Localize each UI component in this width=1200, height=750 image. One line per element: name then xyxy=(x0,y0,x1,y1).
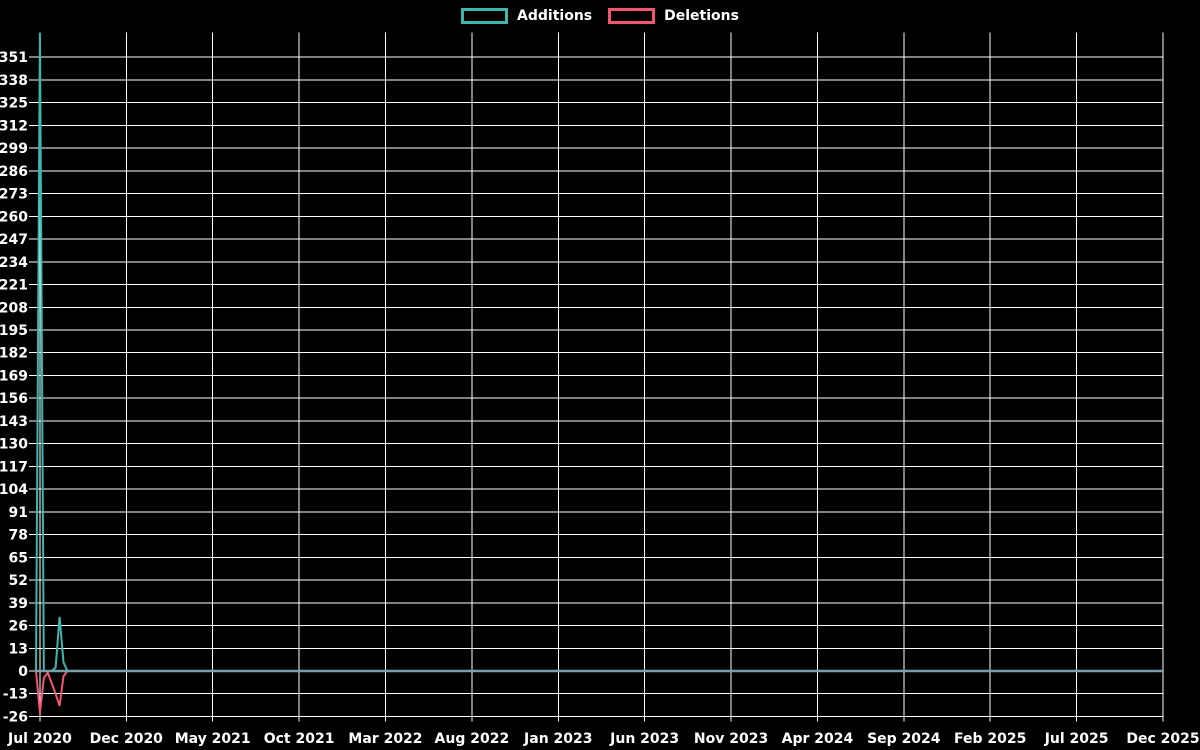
svg-text:Jul 2020: Jul 2020 xyxy=(7,731,72,747)
svg-text:Feb 2025: Feb 2025 xyxy=(954,731,1026,747)
svg-text:299: 299 xyxy=(0,141,28,157)
additions-legend-label: Additions xyxy=(517,8,593,24)
svg-text:169: 169 xyxy=(0,368,28,384)
svg-text:65: 65 xyxy=(9,550,28,566)
legend-item-additions[interactable]: Additions xyxy=(461,7,592,25)
svg-text:234: 234 xyxy=(0,255,28,271)
svg-text:104: 104 xyxy=(0,482,28,498)
svg-text:156: 156 xyxy=(0,391,28,407)
svg-text:13: 13 xyxy=(9,641,28,657)
svg-text:39: 39 xyxy=(9,596,28,612)
svg-text:78: 78 xyxy=(9,528,28,544)
svg-text:221: 221 xyxy=(0,278,28,294)
svg-text:Oct 2021: Oct 2021 xyxy=(264,731,335,747)
svg-text:Mar 2022: Mar 2022 xyxy=(348,731,422,747)
svg-text:143: 143 xyxy=(0,414,28,430)
svg-text:286: 286 xyxy=(0,164,28,180)
svg-text:May 2021: May 2021 xyxy=(175,731,251,747)
svg-text:325: 325 xyxy=(0,96,28,112)
svg-text:338: 338 xyxy=(0,73,28,89)
legend-item-deletions[interactable]: Deletions xyxy=(608,7,739,25)
svg-text:Jul 2025: Jul 2025 xyxy=(1044,731,1109,747)
additions-line xyxy=(35,32,1163,672)
svg-text:247: 247 xyxy=(0,232,28,248)
svg-text:Apr 2024: Apr 2024 xyxy=(782,731,854,747)
y-axis-labels: -26 -13 0 13 26 39 52 65 78 91 104 117 130 143 156 169 1… xyxy=(0,50,28,725)
svg-text:26: 26 xyxy=(9,619,28,635)
svg-text:351: 351 xyxy=(0,50,28,66)
svg-text:-13: -13 xyxy=(3,687,28,703)
svg-text:Jan 2023: Jan 2023 xyxy=(523,731,592,747)
svg-text:117: 117 xyxy=(0,459,28,475)
svg-text:195: 195 xyxy=(0,323,28,339)
x-gridlines xyxy=(39,32,1164,722)
svg-text:Jun 2023: Jun 2023 xyxy=(609,731,679,747)
svg-text:273: 273 xyxy=(0,187,28,203)
svg-text:52: 52 xyxy=(9,573,28,589)
svg-text:208: 208 xyxy=(0,300,28,316)
svg-text:182: 182 xyxy=(0,346,28,362)
svg-text:312: 312 xyxy=(0,118,28,134)
chart-legend: Additions Deletions xyxy=(0,7,1200,25)
svg-text:Aug 2022: Aug 2022 xyxy=(435,731,510,747)
svg-text:Dec 2025: Dec 2025 xyxy=(1126,731,1199,747)
svg-text:Sep 2024: Sep 2024 xyxy=(867,731,941,747)
x-axis-labels: Jul 2020 Dec 2020 May 2021 Oct 2021 Mar 2022… xyxy=(7,731,1200,747)
svg-text:-26: -26 xyxy=(3,709,28,725)
additions-swatch xyxy=(461,8,509,24)
deletions-legend-label: Deletions xyxy=(664,8,739,24)
svg-text:91: 91 xyxy=(9,505,28,521)
deletions-line xyxy=(35,669,1163,714)
svg-text:Dec 2020: Dec 2020 xyxy=(90,731,164,747)
y-gridlines xyxy=(29,56,1163,717)
svg-text:Nov 2023: Nov 2023 xyxy=(694,731,768,747)
svg-text:0: 0 xyxy=(18,664,28,680)
svg-text:260: 260 xyxy=(0,209,28,225)
deletions-swatch xyxy=(608,8,656,24)
svg-text:130: 130 xyxy=(0,437,28,453)
